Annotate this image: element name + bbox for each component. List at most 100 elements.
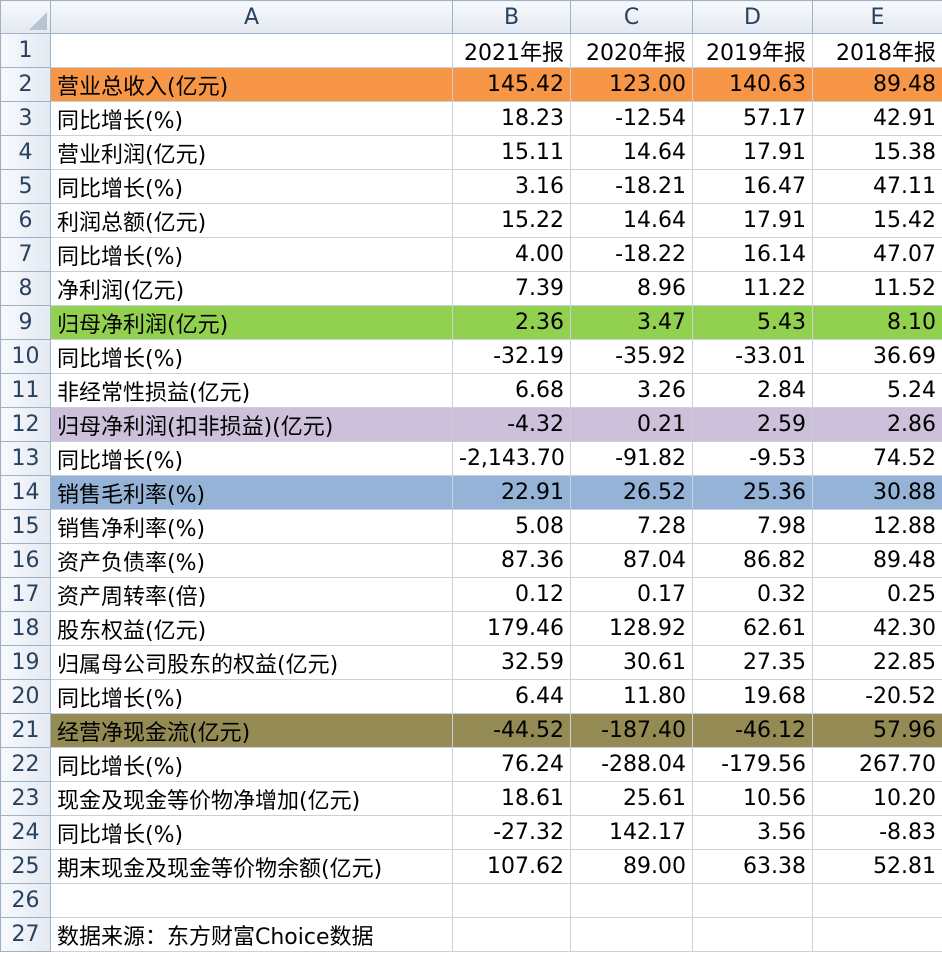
column-header-a[interactable]: A <box>50 0 453 34</box>
cell-c6[interactable]: 14.64 <box>570 203 693 238</box>
cell-b19[interactable]: 32.59 <box>452 645 571 680</box>
row-header[interactable]: 19 <box>0 645 51 680</box>
row-header[interactable]: 17 <box>0 577 51 612</box>
cell-e27[interactable] <box>812 917 942 952</box>
cell-d1[interactable]: 2019年报 <box>692 33 813 68</box>
cell-e12[interactable]: 2.86 <box>812 407 942 442</box>
cell-a25[interactable]: 期末现金及现金等价物余额(亿元) <box>50 849 453 884</box>
cell-c12[interactable]: 0.21 <box>570 407 693 442</box>
row-header[interactable]: 9 <box>0 305 51 340</box>
cell-a15[interactable]: 销售净利率(%) <box>50 509 453 544</box>
cell-e9[interactable]: 8.10 <box>812 305 942 340</box>
cell-b25[interactable]: 107.62 <box>452 849 571 884</box>
cell-b2[interactable]: 145.42 <box>452 67 571 102</box>
column-header-b[interactable]: B <box>452 0 571 34</box>
cell-c2[interactable]: 123.00 <box>570 67 693 102</box>
cell-b20[interactable]: 6.44 <box>452 679 571 714</box>
cell-d7[interactable]: 16.14 <box>692 237 813 272</box>
cell-e4[interactable]: 15.38 <box>812 135 942 170</box>
cell-a12[interactable]: 归母净利润(扣非损益)(亿元) <box>50 407 453 442</box>
cell-e2[interactable]: 89.48 <box>812 67 942 102</box>
cell-d20[interactable]: 19.68 <box>692 679 813 714</box>
row-header[interactable]: 13 <box>0 441 51 476</box>
cell-d9[interactable]: 5.43 <box>692 305 813 340</box>
cell-a19[interactable]: 归属母公司股东的权益(亿元) <box>50 645 453 680</box>
row-header[interactable]: 27 <box>0 917 51 952</box>
cell-a24[interactable]: 同比增长(%) <box>50 815 453 850</box>
cell-b27[interactable] <box>452 917 571 952</box>
cell-e14[interactable]: 30.88 <box>812 475 942 510</box>
cell-e10[interactable]: 36.69 <box>812 339 942 374</box>
row-header[interactable]: 2 <box>0 67 51 102</box>
cell-b5[interactable]: 3.16 <box>452 169 571 204</box>
cell-d24[interactable]: 3.56 <box>692 815 813 850</box>
cell-e26[interactable] <box>812 883 942 918</box>
cell-c24[interactable]: 142.17 <box>570 815 693 850</box>
cell-c20[interactable]: 11.80 <box>570 679 693 714</box>
cell-a20[interactable]: 同比增长(%) <box>50 679 453 714</box>
cell-c22[interactable]: -288.04 <box>570 747 693 782</box>
cell-a13[interactable]: 同比增长(%) <box>50 441 453 476</box>
cell-b13[interactable]: -2,143.70 <box>452 441 571 476</box>
column-header-c[interactable]: C <box>570 0 693 34</box>
row-header[interactable]: 14 <box>0 475 51 510</box>
cell-b8[interactable]: 7.39 <box>452 271 571 306</box>
cell-c18[interactable]: 128.92 <box>570 611 693 646</box>
cell-a7[interactable]: 同比增长(%) <box>50 237 453 272</box>
cell-a2[interactable]: 营业总收入(亿元) <box>50 67 453 102</box>
cell-d27[interactable] <box>692 917 813 952</box>
cell-e23[interactable]: 10.20 <box>812 781 942 816</box>
cell-b18[interactable]: 179.46 <box>452 611 571 646</box>
cell-d26[interactable] <box>692 883 813 918</box>
cell-e17[interactable]: 0.25 <box>812 577 942 612</box>
cell-a21[interactable]: 经营净现金流(亿元) <box>50 713 453 748</box>
cell-a6[interactable]: 利润总额(亿元) <box>50 203 453 238</box>
cell-e1[interactable]: 2018年报 <box>812 33 942 68</box>
cell-d12[interactable]: 2.59 <box>692 407 813 442</box>
cell-c26[interactable] <box>570 883 693 918</box>
cell-e19[interactable]: 22.85 <box>812 645 942 680</box>
cell-e11[interactable]: 5.24 <box>812 373 942 408</box>
cell-b9[interactable]: 2.36 <box>452 305 571 340</box>
cell-b14[interactable]: 22.91 <box>452 475 571 510</box>
row-header[interactable]: 10 <box>0 339 51 374</box>
row-header[interactable]: 7 <box>0 237 51 272</box>
cell-b1[interactable]: 2021年报 <box>452 33 571 68</box>
row-header[interactable]: 5 <box>0 169 51 204</box>
cell-b23[interactable]: 18.61 <box>452 781 571 816</box>
cell-b26[interactable] <box>452 883 571 918</box>
cell-b22[interactable]: 76.24 <box>452 747 571 782</box>
cell-c7[interactable]: -18.22 <box>570 237 693 272</box>
row-header[interactable]: 6 <box>0 203 51 238</box>
cell-d10[interactable]: -33.01 <box>692 339 813 374</box>
column-header-e[interactable]: E <box>812 0 942 34</box>
row-header[interactable]: 8 <box>0 271 51 306</box>
cell-d16[interactable]: 86.82 <box>692 543 813 578</box>
cell-c10[interactable]: -35.92 <box>570 339 693 374</box>
cell-a18[interactable]: 股东权益(亿元) <box>50 611 453 646</box>
cell-c9[interactable]: 3.47 <box>570 305 693 340</box>
cell-c15[interactable]: 7.28 <box>570 509 693 544</box>
cell-a27[interactable]: 数据来源：东方财富Choice数据 <box>50 917 453 952</box>
cell-a11[interactable]: 非经常性损益(亿元) <box>50 373 453 408</box>
cell-a4[interactable]: 营业利润(亿元) <box>50 135 453 170</box>
cell-d21[interactable]: -46.12 <box>692 713 813 748</box>
cell-d15[interactable]: 7.98 <box>692 509 813 544</box>
cell-d22[interactable]: -179.56 <box>692 747 813 782</box>
cell-c1[interactable]: 2020年报 <box>570 33 693 68</box>
cell-e18[interactable]: 42.30 <box>812 611 942 646</box>
cell-d19[interactable]: 27.35 <box>692 645 813 680</box>
cell-b15[interactable]: 5.08 <box>452 509 571 544</box>
cell-d8[interactable]: 11.22 <box>692 271 813 306</box>
cell-b16[interactable]: 87.36 <box>452 543 571 578</box>
cell-d2[interactable]: 140.63 <box>692 67 813 102</box>
cell-c11[interactable]: 3.26 <box>570 373 693 408</box>
cell-c8[interactable]: 8.96 <box>570 271 693 306</box>
row-header[interactable]: 1 <box>0 33 51 68</box>
cell-c16[interactable]: 87.04 <box>570 543 693 578</box>
cell-e15[interactable]: 12.88 <box>812 509 942 544</box>
row-header[interactable]: 20 <box>0 679 51 714</box>
cell-b4[interactable]: 15.11 <box>452 135 571 170</box>
row-header[interactable]: 21 <box>0 713 51 748</box>
cell-c3[interactable]: -12.54 <box>570 101 693 136</box>
